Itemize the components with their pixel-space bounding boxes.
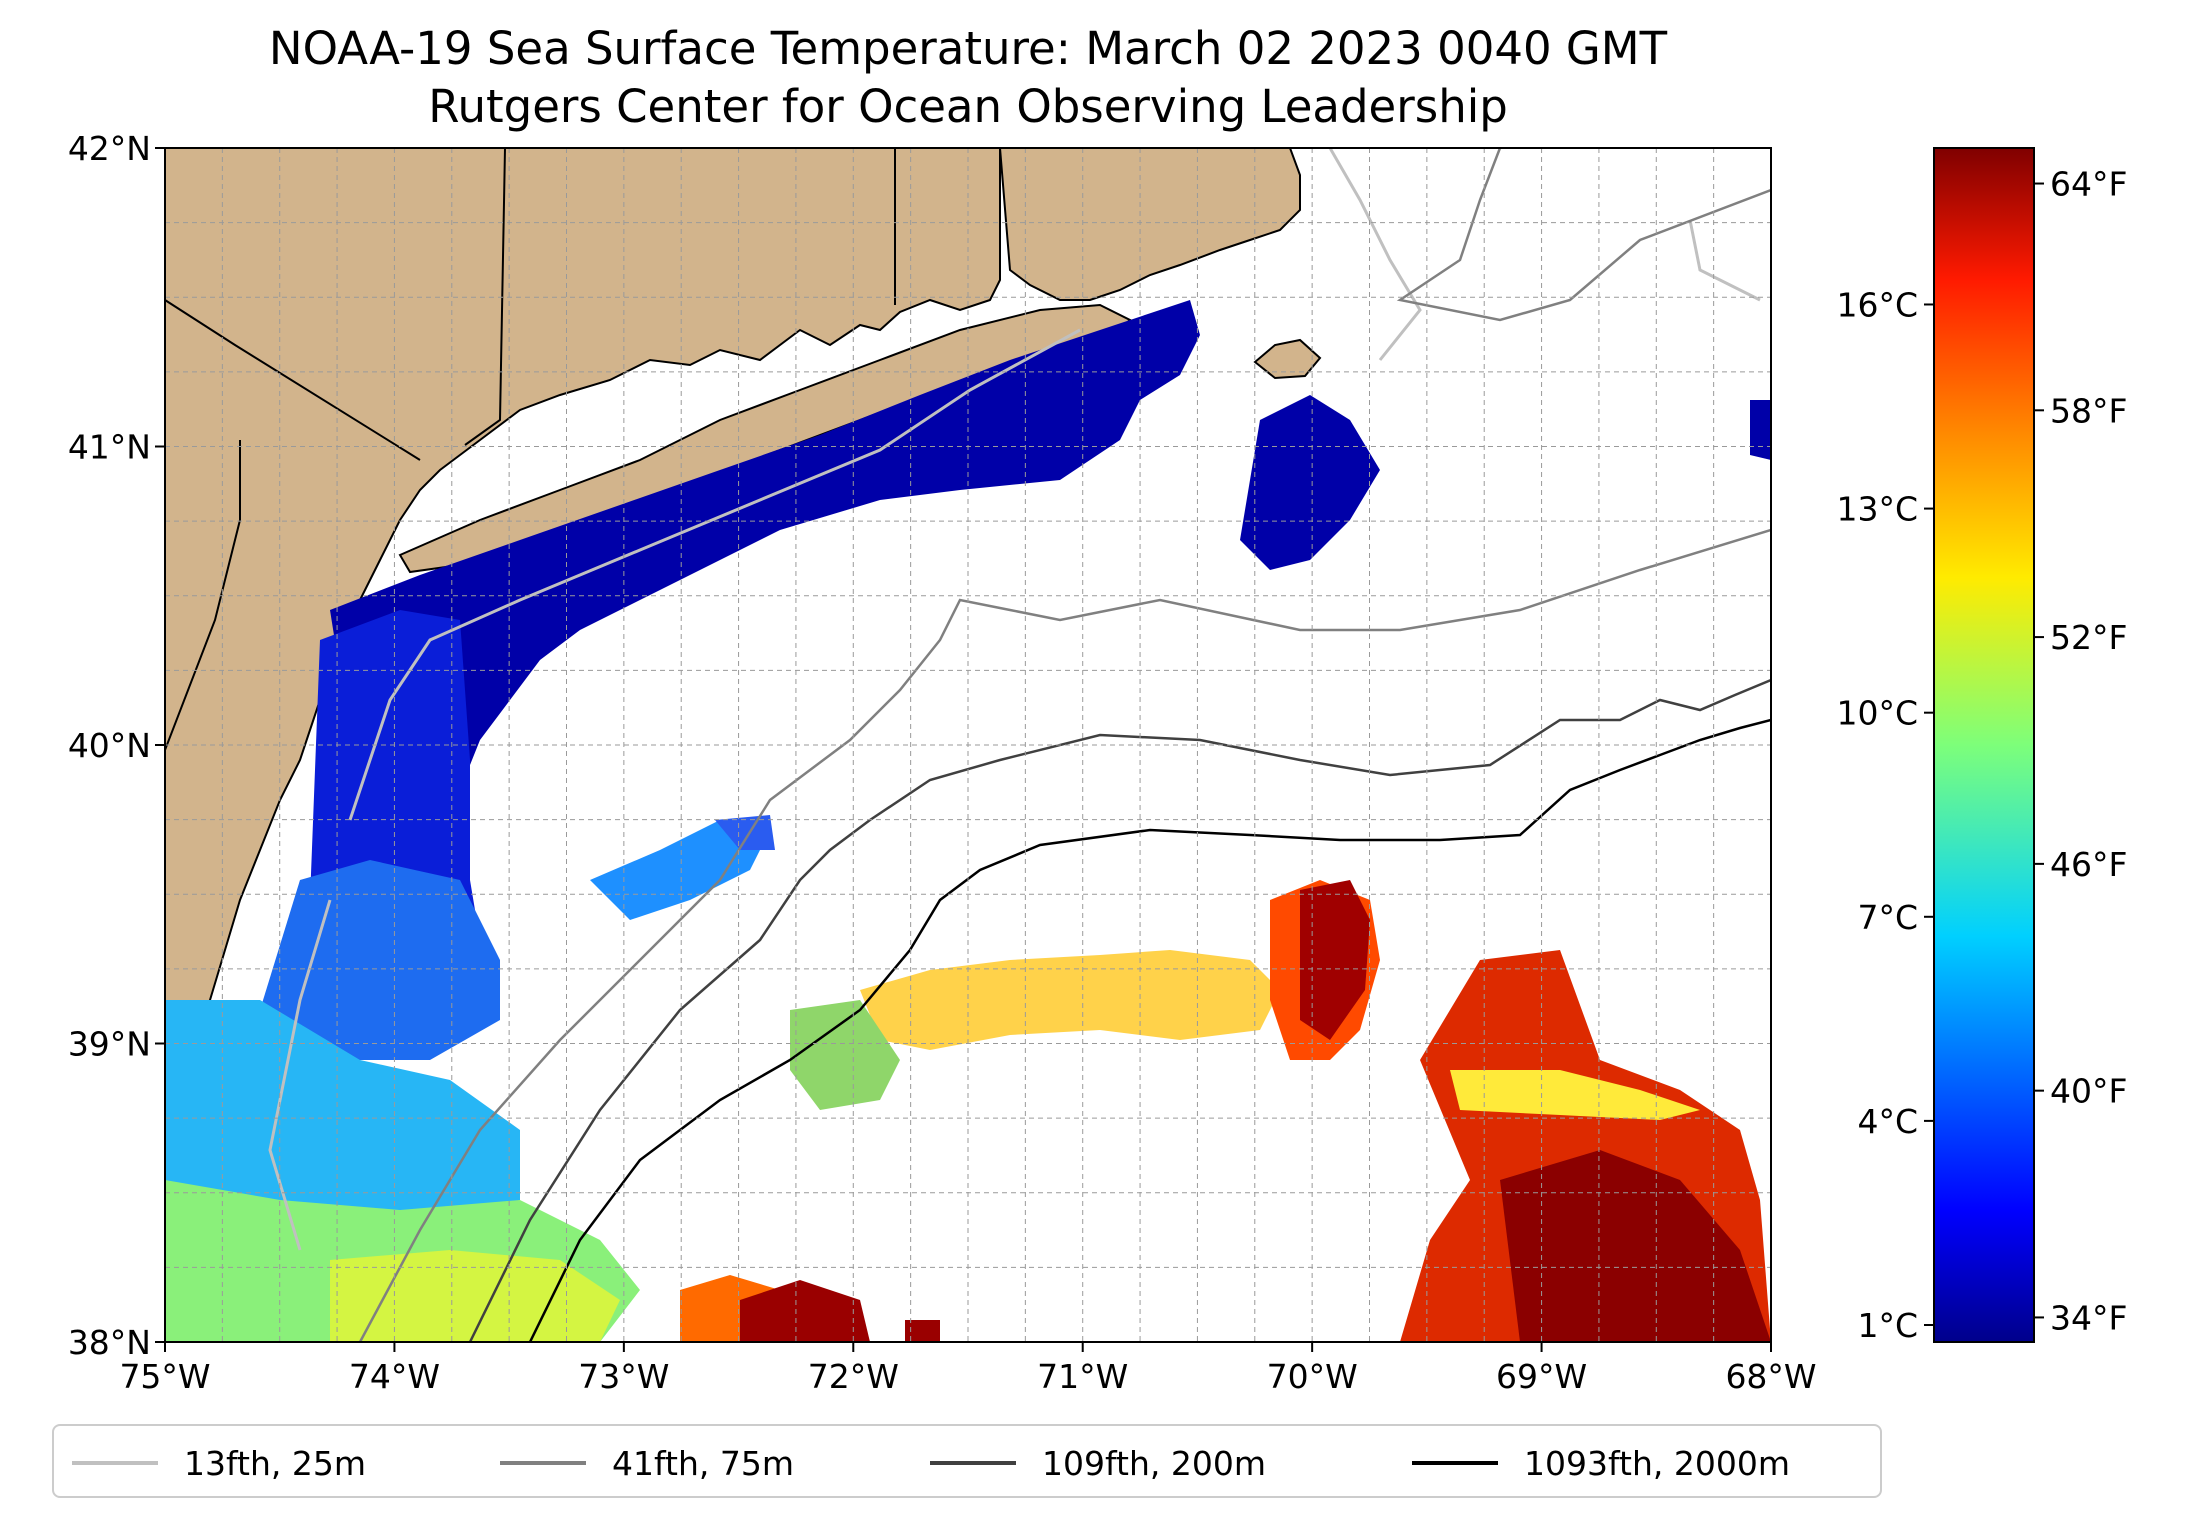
map-title: NOAA-19 Sea Surface Temperature: March 0…: [268, 22, 1668, 75]
sst-warm-eddy: [1500, 1150, 1771, 1342]
bathymetry-legend: 13fth, 25m 41fth, 75m 109fth, 200m 1093f…: [52, 1424, 1882, 1498]
y-axis: 42°N 41°N 40°N 39°N 38°N: [68, 129, 165, 1362]
legend-swatch: [1412, 1461, 1498, 1465]
cb-label-fahrenheit: 52°F: [2050, 618, 2127, 657]
cb-label-fahrenheit: 46°F: [2050, 845, 2127, 884]
sst-warm-band: [1450, 1070, 1700, 1120]
sst-warm-band: [790, 1000, 900, 1110]
sst-warm-eddy: [905, 1320, 940, 1342]
legend-item-2000m: 1093fth, 2000m: [1412, 1426, 1790, 1500]
cb-label-celsius: 10°C: [1836, 694, 1918, 733]
sst-nearshore: [260, 860, 500, 1060]
y-tick-label: 40°N: [68, 726, 151, 765]
cb-label-fahrenheit: 58°F: [2050, 391, 2127, 430]
sst-nearshore: [165, 1000, 520, 1220]
sst-warm-band: [860, 950, 1280, 1050]
state-border: [165, 148, 896, 461]
sst-warm-eddy: [1300, 880, 1370, 1040]
colorbar: [1933, 147, 2035, 1343]
sst-nearshore: [330, 1250, 620, 1342]
colorbar-celsius-axis: 1°C 4°C 7°C 10°C 13°C 16°C: [1836, 285, 1934, 1345]
sst-cold-shelf: [330, 300, 1200, 840]
cb-label-celsius: 16°C: [1836, 285, 1918, 324]
state-border: [165, 440, 241, 751]
y-tick-label: 39°N: [68, 1025, 151, 1064]
map-area: [165, 148, 1771, 1342]
sst-cold-patch: [1750, 400, 1771, 460]
x-tick-label: 73°W: [578, 1357, 669, 1396]
cb-label-celsius: 13°C: [1836, 490, 1918, 529]
legend-swatch: [72, 1461, 158, 1465]
x-axis: 75°W 74°W 73°W 72°W 71°W 70°W 69°W 68°W: [119, 1342, 1817, 1396]
legend-label: 13fth, 25m: [184, 1443, 366, 1483]
contour-75m: [358, 148, 1771, 1342]
legend-swatch: [500, 1461, 586, 1465]
sst-figure: 75°W 74°W 73°W 72°W 71°W 70°W 69°W 68°W 42°N 41°…: [68, 129, 2128, 1396]
x-tick-label: 75°W: [119, 1357, 210, 1396]
x-tick-label: 72°W: [808, 1357, 899, 1396]
x-tick-label: 74°W: [349, 1357, 440, 1396]
cb-label-fahrenheit: 64°F: [2050, 165, 2127, 204]
legend-swatch: [930, 1461, 1016, 1465]
sst-warm-eddy: [740, 1280, 870, 1342]
legend-item-75m: 41fth, 75m: [500, 1426, 794, 1500]
legend-item-25m: 13fth, 25m: [72, 1426, 366, 1500]
sst-patch: [715, 815, 775, 850]
cb-label-celsius: 4°C: [1857, 1102, 1918, 1141]
cb-label-celsius: 7°C: [1857, 898, 1918, 937]
contour-25m: [268, 148, 1761, 1251]
land-mainland: [165, 148, 1001, 1077]
land-island: [1253, 338, 1322, 380]
sst-patch: [590, 820, 770, 920]
legend-item-200m: 109fth, 200m: [930, 1426, 1266, 1500]
contour-2000m: [528, 718, 1771, 1342]
land-cape-cod: [998, 148, 1301, 301]
contour-200m: [468, 678, 1771, 1342]
map-subtitle: Rutgers Center for Ocean Observing Leade…: [428, 80, 1508, 133]
grid: [165, 148, 1771, 1342]
sst-cold-patch: [1240, 395, 1380, 570]
cb-label-fahrenheit: 40°F: [2050, 1072, 2127, 1111]
y-tick-label: 41°N: [68, 428, 151, 467]
x-tick-label: 71°W: [1037, 1357, 1128, 1396]
colorbar-fahrenheit-axis: 34°F 40°F 46°F 52°F 58°F 64°F: [2034, 165, 2127, 1337]
x-tick-label: 69°W: [1496, 1357, 1587, 1396]
legend-label: 1093fth, 2000m: [1524, 1443, 1790, 1483]
cb-label-fahrenheit: 34°F: [2050, 1298, 2127, 1337]
legend-label: 109fth, 200m: [1042, 1443, 1266, 1483]
legend-label: 41fth, 75m: [612, 1443, 794, 1483]
y-tick-label: 38°N: [68, 1323, 151, 1362]
x-tick-label: 70°W: [1267, 1357, 1358, 1396]
y-tick-label: 42°N: [68, 129, 151, 168]
cb-label-celsius: 1°C: [1857, 1306, 1918, 1345]
x-tick-label: 68°W: [1725, 1357, 1816, 1396]
